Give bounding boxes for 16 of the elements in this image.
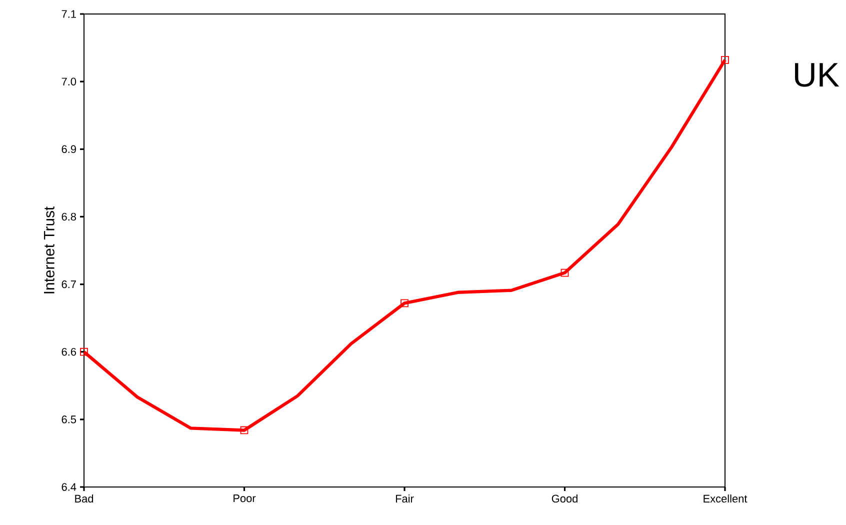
- y-tick-label: 6.9: [62, 145, 76, 154]
- y-tick-label: 7.1: [62, 10, 76, 18]
- line-series: [82, 58, 727, 432]
- y-tick-label: 6.5: [62, 416, 76, 424]
- y-tick-label: 6.7: [62, 280, 76, 288]
- x-tick-label: Poor: [234, 494, 256, 502]
- y-tick-label: 6.6: [62, 348, 76, 356]
- y-tick-label: 6.4: [62, 483, 76, 491]
- y-tick-label: 6.8: [62, 212, 76, 221]
- x-tick-label: Fair: [396, 494, 414, 503]
- text: UK: [795, 63, 840, 87]
- y-axis-title: Internet Trust: [44, 206, 54, 294]
- x-tick-label: Excellent: [704, 494, 748, 503]
- y-tick-label: 7.0: [62, 78, 76, 86]
- x-tick-label: Bad: [75, 494, 94, 503]
- x-tick-label: Good: [552, 494, 578, 503]
